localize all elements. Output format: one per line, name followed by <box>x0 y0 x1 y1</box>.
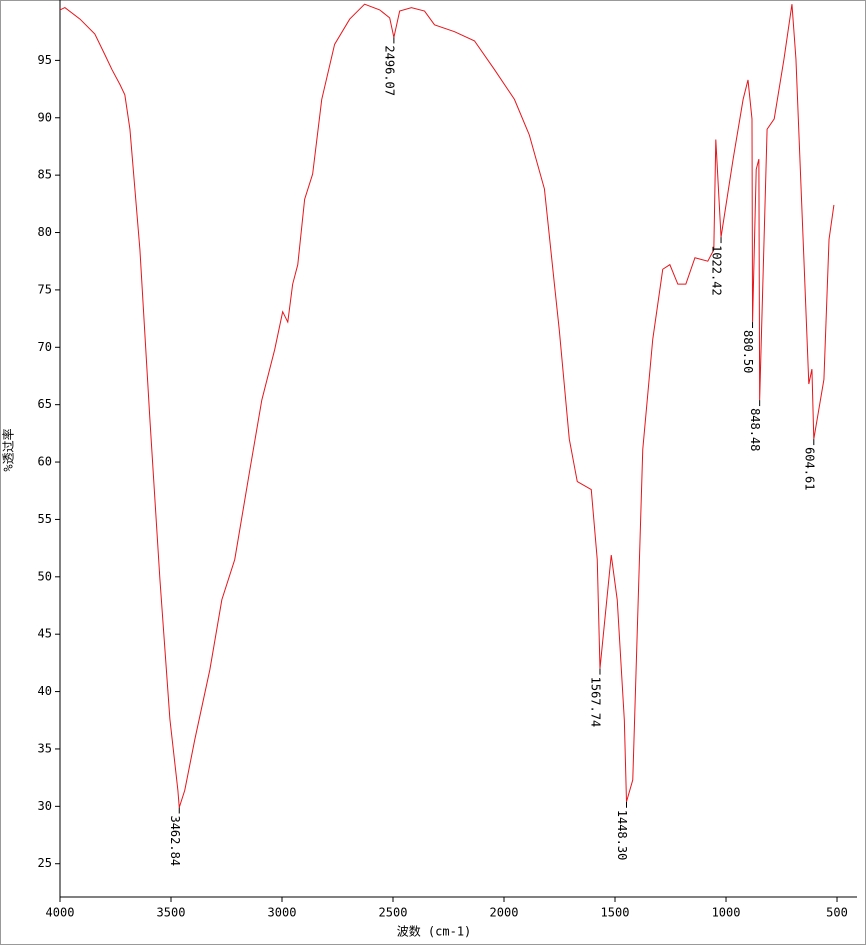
peak-label: 2496.07 <box>382 45 396 96</box>
spectrum-line <box>59 3 835 808</box>
peak-label: 3462.84 <box>168 815 182 866</box>
y-tick-label: 80 <box>38 225 52 239</box>
peak-label: 604.61 <box>802 447 816 490</box>
y-tick-label: 65 <box>38 397 52 411</box>
peak-label: 1448.30 <box>615 810 629 861</box>
y-tick-label: 40 <box>38 684 52 698</box>
y-tick-label: 50 <box>38 569 52 583</box>
x-tick-label: 1000 <box>712 906 741 920</box>
y-tick-label: 25 <box>38 856 52 870</box>
y-tick-label: 85 <box>38 168 52 182</box>
y-tick-label: 60 <box>38 455 52 469</box>
y-tick-label: 75 <box>38 282 52 296</box>
x-tick-label: 1500 <box>601 906 630 920</box>
y-tick-label: 95 <box>38 53 52 67</box>
x-tick-label: 2500 <box>379 906 408 920</box>
y-tick-label: 90 <box>38 110 52 124</box>
x-tick-label: 3000 <box>268 906 297 920</box>
x-tick-label: 4000 <box>46 906 75 920</box>
x-tick-label: 3500 <box>157 906 186 920</box>
y-tick-label: 55 <box>38 512 52 526</box>
y-axis-label: %透过率 <box>1 428 16 471</box>
peak-label: 1567.74 <box>588 677 602 728</box>
peak-label: 880.50 <box>741 330 755 373</box>
y-tick-label: 35 <box>38 741 52 755</box>
peak-label: 1022.42 <box>710 245 724 296</box>
x-tick-label: 500 <box>826 906 848 920</box>
x-axis-label: 波数 (cm-1) <box>397 924 472 939</box>
peak-label: 848.48 <box>748 408 762 451</box>
y-tick-label: 30 <box>38 799 52 813</box>
x-tick-label: 2000 <box>490 906 519 920</box>
y-tick-label: 70 <box>38 340 52 354</box>
y-tick-label: 45 <box>38 627 52 641</box>
